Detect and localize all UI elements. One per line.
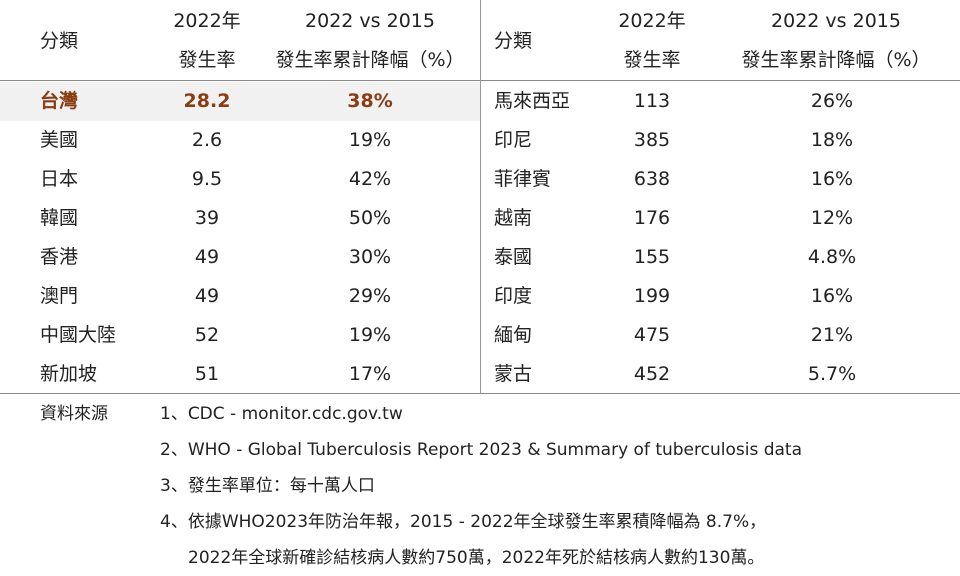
decline-value: 16% <box>810 285 854 307</box>
decline-value: 19% <box>348 324 392 346</box>
country-name: 澳門 <box>40 285 79 307</box>
table-bottom-divider <box>0 393 960 394</box>
country-name: 台灣 <box>40 90 79 112</box>
country-name: 中國大陸 <box>40 324 117 346</box>
country-name: 印度 <box>494 285 533 307</box>
country-name: 韓國 <box>40 207 79 229</box>
rate-value: 52 <box>194 324 220 346</box>
country-name: 香港 <box>40 246 79 268</box>
table-row: 印度 199 16% <box>482 277 960 316</box>
rate-value: 39 <box>194 207 220 229</box>
decline-value: 21% <box>810 324 854 346</box>
header-rate-line1: 2022年 <box>173 10 241 32</box>
header-pct-line2: 發生率累計降幅（%） <box>275 49 465 71</box>
header-pct-line1: 2022 vs 2015 <box>305 10 435 32</box>
decline-value: 38% <box>347 90 393 112</box>
rate-value: 9.5 <box>191 168 223 190</box>
country-name: 越南 <box>494 207 533 229</box>
header-pct-line2: 發生率累計降幅（%） <box>741 49 931 71</box>
country-name: 菲律賓 <box>494 168 552 190</box>
note-item: 2、WHO - Global Tuberculosis Report 2023 … <box>160 440 803 460</box>
note-item-continued: 2022年全球新確診結核病人數約750萬，2022年死於結核病人數約130萬。 <box>188 548 765 568</box>
table-row: 印尼 385 18% <box>482 121 960 160</box>
decline-value: 50% <box>348 207 392 229</box>
country-name: 蒙古 <box>494 363 533 385</box>
note-item: 1、CDC - monitor.cdc.gov.tw <box>160 404 403 424</box>
header-pct: 2022 vs 2015 發生率累計降幅（%） <box>722 0 950 80</box>
rate-value: 452 <box>633 363 671 385</box>
table-row: 馬來西亞 113 26% <box>482 82 960 121</box>
decline-value: 42% <box>348 168 392 190</box>
left-table-header: 分類 2022年 發生率 2022 vs 2015 發生率累計降幅（%） <box>0 0 480 80</box>
rate-value: 638 <box>633 168 671 190</box>
table-row: 新加坡 51 17% <box>0 355 480 394</box>
decline-value: 18% <box>810 129 854 151</box>
rate-value: 176 <box>633 207 671 229</box>
header-category: 分類 <box>494 30 533 52</box>
country-name: 緬甸 <box>494 324 533 346</box>
decline-value: 30% <box>348 246 392 268</box>
right-table-body: 馬來西亞 113 26% 印尼 385 18% 菲律賓 638 16% 越南 1… <box>482 82 960 394</box>
note-item: 3、發生率單位：每十萬人口 <box>160 476 375 496</box>
notes-label: 資料來源 <box>40 404 108 424</box>
note-item: 4、依據WHO2023年防治年報，2015 - 2022年全球發生率累積降幅為 … <box>160 512 767 532</box>
decline-value: 26% <box>810 90 854 112</box>
decline-value: 19% <box>348 129 392 151</box>
rate-value: 49 <box>194 246 220 268</box>
decline-value: 16% <box>810 168 854 190</box>
table-row: 中國大陸 52 19% <box>0 316 480 355</box>
country-name: 新加坡 <box>40 363 98 385</box>
header-rate: 2022年 發生率 <box>160 0 254 80</box>
country-name: 美國 <box>40 129 79 151</box>
rate-value: 49 <box>194 285 220 307</box>
rate-value: 2.6 <box>191 129 223 151</box>
table-row: 蒙古 452 5.7% <box>482 355 960 394</box>
table-row: 香港 49 30% <box>0 238 480 277</box>
header-rate-line2: 發生率 <box>178 49 236 71</box>
header-pct-line1: 2022 vs 2015 <box>771 10 901 32</box>
table-row-highlight: 台灣 28.2 38% <box>0 82 480 121</box>
country-name: 馬來西亞 <box>494 90 571 112</box>
header-rate-line1: 2022年 <box>618 10 686 32</box>
rate-value: 51 <box>194 363 220 385</box>
table-row: 韓國 39 50% <box>0 199 480 238</box>
decline-value: 12% <box>810 207 854 229</box>
right-table-header: 分類 2022年 發生率 2022 vs 2015 發生率累計降幅（%） <box>482 0 960 80</box>
table-row: 緬甸 475 21% <box>482 316 960 355</box>
decline-value: 5.7% <box>807 363 857 385</box>
left-table-body: 台灣 28.2 38% 美國 2.6 19% 日本 9.5 42% 韓國 39 … <box>0 82 480 394</box>
rate-value: 385 <box>633 129 671 151</box>
header-category: 分類 <box>40 30 79 52</box>
column-divider <box>480 0 481 393</box>
country-name: 泰國 <box>494 246 533 268</box>
table-row: 澳門 49 29% <box>0 277 480 316</box>
decline-value: 17% <box>348 363 392 385</box>
rate-value: 113 <box>633 90 671 112</box>
decline-value: 4.8% <box>807 246 857 268</box>
header-rate-line2: 發生率 <box>623 49 681 71</box>
rate-value: 199 <box>633 285 671 307</box>
rate-value: 475 <box>633 324 671 346</box>
decline-value: 29% <box>348 285 392 307</box>
rate-value: 28.2 <box>183 90 231 112</box>
table-row: 泰國 155 4.8% <box>482 238 960 277</box>
header-rate: 2022年 發生率 <box>612 0 692 80</box>
table-row: 越南 176 12% <box>482 199 960 238</box>
country-name: 日本 <box>40 168 79 190</box>
table-row: 菲律賓 638 16% <box>482 160 960 199</box>
rate-value: 155 <box>633 246 671 268</box>
table-row: 日本 9.5 42% <box>0 160 480 199</box>
table-row: 美國 2.6 19% <box>0 121 480 160</box>
header-pct: 2022 vs 2015 發生率累計降幅（%） <box>262 0 478 80</box>
country-name: 印尼 <box>494 129 533 151</box>
